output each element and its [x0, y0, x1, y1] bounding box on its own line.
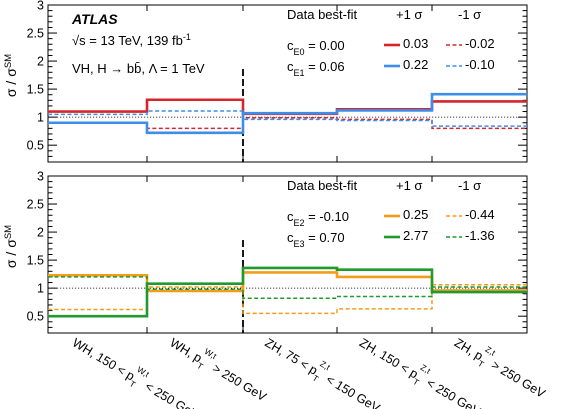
top-panel: 0.5 1 1.5 2 2.5 3 σ / σSM ATLAS √s = 13 TeV, 139… — [3, 0, 528, 163]
y-tick-label: 1 — [37, 111, 44, 125]
legend-header-plus: +1 σ — [396, 7, 422, 22]
series-cE2-minus-line — [48, 284, 527, 315]
legend-value-plus: 0.03 — [403, 36, 428, 51]
y-tick-label: 2 — [37, 226, 44, 240]
legend-value-minus: -0.44 — [465, 207, 495, 222]
series-cE0-plus-line — [48, 98, 527, 116]
y-tick-label: 1.5 — [27, 254, 44, 268]
category-label: WH, 150 < pTW,t < 250 GeV — [68, 329, 206, 409]
legend-value-plus: 0.22 — [403, 57, 428, 72]
legend-value-minus: -0.02 — [465, 36, 495, 51]
y-tick-label: 0.5 — [27, 139, 44, 153]
coefficient-label: cE1 = 0.06 — [287, 59, 345, 78]
process-label: VH, H → bb̄, Λ = 1 TeV — [72, 61, 205, 76]
atlas-label: ATLAS — [71, 11, 118, 27]
y-axis-label: σ / σSM — [3, 225, 20, 268]
legend-value-plus: 2.77 — [403, 228, 428, 243]
category-label: WH, pTW,t > 250 GeV — [165, 329, 273, 408]
y-tick-label: 2 — [37, 55, 44, 69]
coefficient-label: cE0 = 0.00 — [287, 38, 345, 57]
series-cE3-plus-line — [48, 266, 527, 318]
legend-header-minus: -1 σ — [458, 7, 481, 22]
y-tick-label: 3 — [37, 0, 44, 13]
y-tick-label: 1 — [37, 282, 44, 296]
plot-frame — [47, 4, 528, 163]
legend-value-minus: -1.36 — [465, 228, 495, 243]
series-cE2-plus-line — [48, 271, 527, 293]
legend-header-minus: -1 σ — [458, 178, 481, 193]
y-axis-label: σ / σSM — [3, 54, 20, 97]
series-cE1-plus-line — [48, 92, 527, 135]
coefficient-label: cE2 = -0.10 — [287, 209, 349, 228]
y-tick-label: 3 — [37, 170, 44, 184]
category-label: ZH, pTZ,t > 250 GeV — [450, 329, 552, 405]
legend-value-minus: -0.10 — [465, 57, 495, 72]
y-tick-label: 0.5 — [27, 310, 44, 324]
legend-header-best-fit: Data best-fit — [287, 7, 357, 22]
y-tick-label: 2.5 — [27, 27, 44, 41]
energy-label: √s = 13 TeV, 139 fb-1 — [72, 32, 191, 48]
series-cE3-minus-line — [48, 276, 527, 299]
series-cE1-minus-line — [48, 110, 527, 127]
legend-header-plus: +1 σ — [396, 178, 422, 193]
y-tick-label: 2.5 — [27, 198, 44, 212]
bottom-panel: 0.5 1 1.5 2 2.5 3 σ / σSM Data best-fit +1 σ -1 σ… — [3, 170, 528, 334]
legend-value-plus: 0.25 — [403, 207, 428, 222]
coefficient-label: cE3 = 0.70 — [287, 230, 345, 249]
legend-header-best-fit: Data best-fit — [287, 178, 357, 193]
y-tick-label: 1.5 — [27, 83, 44, 97]
